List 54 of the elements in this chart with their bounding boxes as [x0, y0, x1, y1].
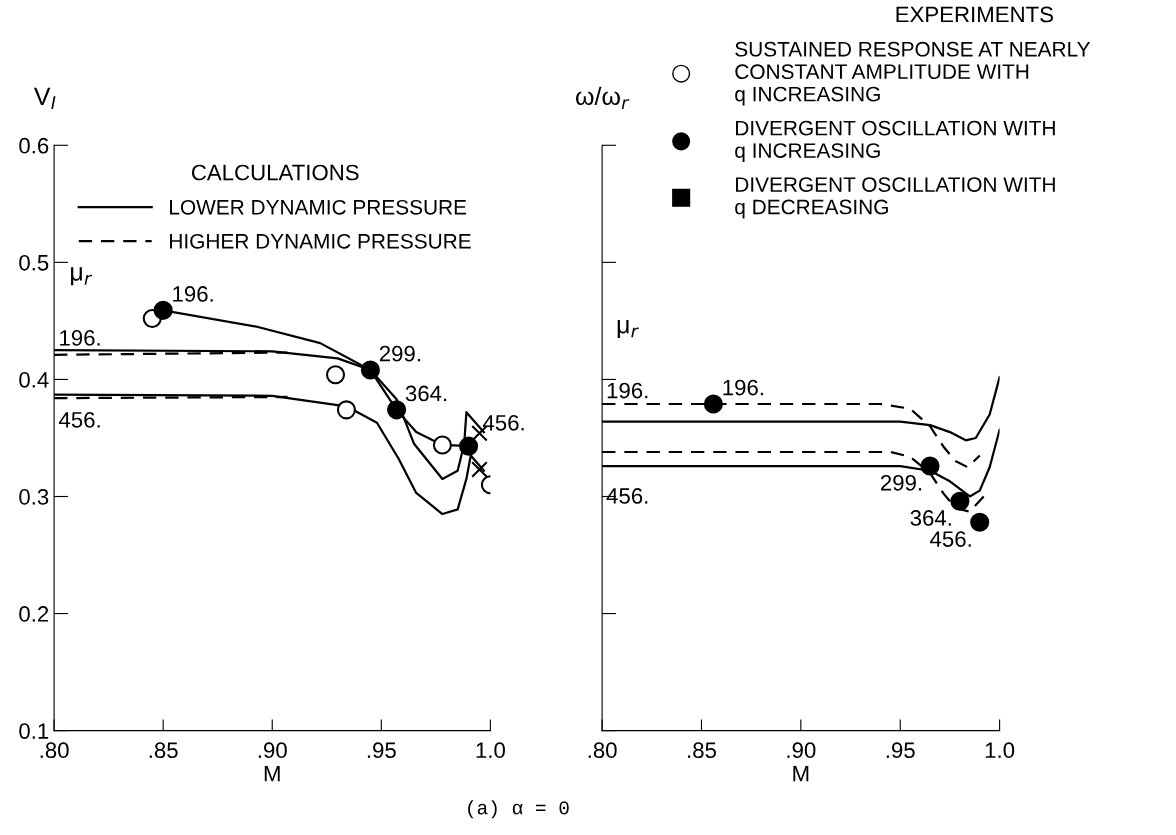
y-tick-label: 0.5: [19, 254, 49, 271]
y-tick-label: 0.2: [19, 606, 49, 622]
annotation: 196.: [173, 286, 213, 302]
point: [950, 491, 970, 511]
point: [459, 436, 479, 456]
point: [153, 300, 173, 320]
annotation: 456.: [482, 414, 524, 431]
annotation: 364.: [910, 510, 951, 526]
x-tick-label: .95: [886, 742, 915, 759]
x-axis-title: M: [264, 766, 280, 782]
x-tick-label: .95: [367, 742, 396, 759]
annotation: 196.: [607, 382, 648, 399]
point: [471, 461, 488, 478]
annotation: μ$_{r}$: [71, 267, 93, 286]
point: [387, 400, 407, 420]
y-tick-label: 0.1: [19, 723, 49, 739]
x-tick-label: .80: [588, 742, 617, 759]
text: (a) α = 0: [468, 800, 569, 819]
annotation: 456.: [58, 411, 100, 428]
legend-label: DIVERGENT OSCILLATION WITH q DECREASING: [735, 177, 1055, 219]
legend-label: SUSTAINED RESPONSE AT NEARLY CONSTANT AMPLITUDE WITH q INCREASING: [735, 41, 1091, 106]
legend-label: HIGHER DYNAMIC PRESSURE: [170, 233, 471, 249]
point: [920, 456, 940, 476]
x-tick-label: 1.0: [476, 742, 505, 759]
legend-title: CALCULATIONS: [191, 164, 359, 181]
annotation: 196.: [723, 379, 763, 396]
x-tick-label: .80: [40, 742, 69, 759]
annotation: 196.: [60, 330, 100, 346]
annotation: 456.: [606, 488, 648, 504]
annotation: μ$_{r}$: [617, 320, 639, 339]
x-tick-label: .85: [688, 742, 716, 759]
y-tick-label: 0.4: [19, 371, 49, 388]
legend-label: LOWER DYNAMIC PRESSURE: [170, 199, 467, 215]
annotation: 456.: [930, 531, 971, 547]
point: [360, 360, 380, 380]
x-tick-label: .90: [258, 742, 287, 759]
x-axis-title: M: [793, 766, 809, 782]
legend-title: EXPERIMENTS: [896, 6, 1053, 23]
legend-label: DIVERGENT OSCILLATION WITH q INCREASING: [735, 120, 1055, 163]
point: [325, 365, 346, 385]
point: [970, 512, 990, 532]
y-tick-label: 0.3: [19, 489, 49, 505]
point: [432, 435, 452, 455]
y-tick-label: 0.6: [19, 137, 49, 154]
point: [336, 400, 356, 420]
x-tick-label: .90: [787, 742, 816, 759]
y-axis-title: V$_{I}$: [33, 87, 56, 110]
annotation: 299.: [379, 345, 420, 362]
point: [703, 394, 723, 414]
annotation: 364.: [405, 385, 447, 402]
x-tick-label: .85: [149, 742, 178, 759]
y-axis-title: ω/ω$_{r}$: [576, 86, 630, 109]
x-tick-label: 1.0: [985, 742, 1015, 759]
annotation: 299.: [880, 474, 922, 491]
